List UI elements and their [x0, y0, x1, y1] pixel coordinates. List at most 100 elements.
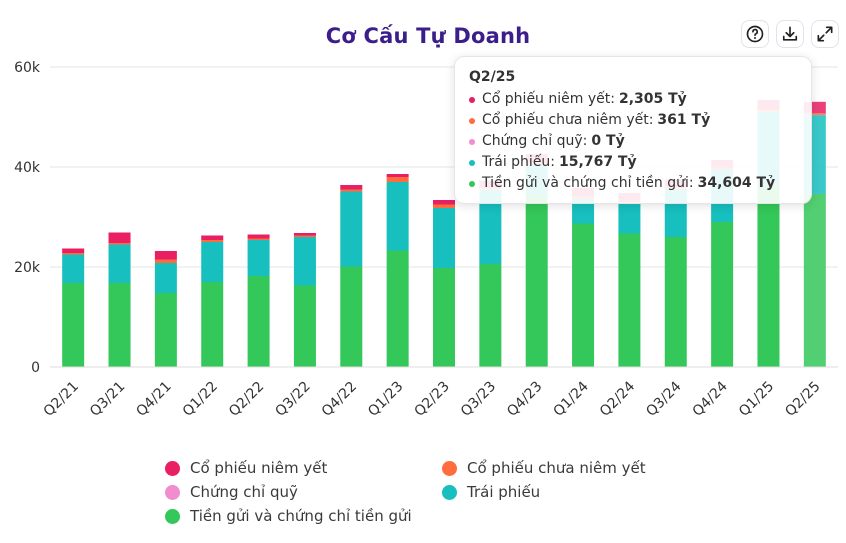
tooltip-dot-listed-stocks: [469, 96, 475, 103]
bar-segment-unlisted_stocks[interactable]: [247, 238, 270, 241]
bar-segment-deposits[interactable]: [803, 193, 826, 367]
bar-segment-bonds[interactable]: [293, 237, 316, 286]
bar-segment-unlisted_stocks[interactable]: [293, 235, 316, 238]
bar-segment-bonds[interactable]: [433, 208, 455, 268]
tooltip-dot-bonds: [469, 159, 475, 166]
bar-segment-listed_stocks[interactable]: [62, 248, 85, 254]
tooltip: Q2/25 Cổ phiếu niêm yết: 2,305 Tỷ Cổ phi…: [454, 56, 812, 204]
bar-segment-listed_stocks[interactable]: [154, 251, 177, 260]
bar-segment-deposits[interactable]: [664, 237, 687, 367]
legend-item-fund-certificates[interactable]: Chứng chỉ quỹ: [165, 483, 298, 501]
legend-swatch-deposits: [165, 508, 180, 524]
bar-segment-unlisted_stocks[interactable]: [62, 253, 85, 255]
chart-title: Cơ Cấu Tự Doanh: [325, 24, 531, 48]
bar-segment-unlisted_stocks[interactable]: [108, 243, 131, 245]
legend-item-deposits[interactable]: Tiền gửi và chứng chỉ tiền gửi: [165, 507, 412, 525]
bar-segment-deposits[interactable]: [711, 222, 734, 367]
x-tick-label: Q4/21: [133, 379, 174, 420]
bar-segment-deposits[interactable]: [154, 293, 177, 367]
tooltip-label: Tiền gửi và chứng chỉ tiền gửi:: [482, 175, 694, 191]
bar-segment-unlisted_stocks[interactable]: [386, 177, 409, 182]
download-button[interactable]: [776, 20, 804, 48]
legend-item-listed-stocks[interactable]: Cổ phiếu niêm yết: [165, 459, 327, 477]
legend-label-fund-certificates: Chứng chỉ quỹ: [190, 483, 298, 501]
tooltip-dot-deposits: [469, 180, 475, 187]
legend-swatch-fund-certificates: [165, 484, 180, 500]
tooltip-row-fund-certificates: Chứng chỉ quỹ: 0 Tỷ: [469, 131, 797, 152]
y-tick-label: 40k: [14, 160, 41, 176]
tooltip-dot-fund-certificates: [469, 138, 475, 145]
bar-segment-deposits[interactable]: [340, 266, 363, 368]
download-icon: [782, 26, 798, 41]
bar-segment-bonds[interactable]: [386, 182, 409, 251]
tooltip-value: 0 Tỷ: [591, 133, 625, 149]
expand-icon: [817, 26, 833, 42]
tooltip-value: 2,305 Tỷ: [618, 91, 687, 107]
bar-segment-unlisted_stocks[interactable]: [201, 240, 224, 242]
bar-segment-bonds[interactable]: [62, 254, 85, 284]
x-tick-label: Q1/23: [365, 379, 406, 420]
bar-segment-listed_stocks[interactable]: [386, 174, 409, 177]
bar-segment-listed_stocks[interactable]: [340, 185, 363, 190]
bar-segment-listed_stocks[interactable]: [803, 101, 826, 114]
bar-segment-deposits[interactable]: [201, 282, 224, 367]
bar-segment-deposits[interactable]: [757, 184, 780, 368]
expand-button[interactable]: [811, 20, 839, 48]
tooltip-dot-unlisted-stocks: [469, 117, 475, 124]
x-tick-label: Q1/24: [551, 378, 592, 419]
tooltip-row-deposits: Tiền gửi và chứng chỉ tiền gửi: 34,604 T…: [469, 173, 797, 194]
tooltip-value: 34,604 Tỷ: [697, 175, 776, 191]
x-tick-label: Q3/22: [272, 379, 313, 420]
bar-segment-deposits[interactable]: [62, 283, 85, 367]
bar-segment-deposits[interactable]: [247, 276, 270, 367]
bar-segment-bonds[interactable]: [572, 198, 595, 224]
bar-segment-listed_stocks[interactable]: [433, 200, 455, 205]
tooltip-label: Cổ phiếu niêm yết:: [482, 91, 615, 107]
x-tick-label: Q4/22: [319, 379, 360, 420]
legend-label-deposits: Tiền gửi và chứng chỉ tiền gửi: [190, 507, 412, 525]
x-tick-label: Q1/25: [736, 379, 777, 420]
help-button[interactable]: [741, 20, 769, 48]
legend-swatch-unlisted-stocks: [442, 460, 457, 476]
bar-segment-listed_stocks[interactable]: [108, 232, 131, 244]
legend-item-bonds[interactable]: Trái phiếu: [442, 483, 540, 501]
tooltip-row-unlisted-stocks: Cổ phiếu chưa niêm yết: 361 Tỷ: [469, 110, 797, 131]
bar-segment-bonds[interactable]: [154, 263, 177, 293]
bar-segment-deposits[interactable]: [525, 194, 548, 368]
y-tick-label: 60k: [14, 60, 41, 76]
bar-segment-bonds[interactable]: [201, 242, 224, 282]
tooltip-row-bonds: Trái phiếu: 15,767 Tỷ: [469, 152, 797, 173]
x-tick-label: Q1/22: [180, 379, 221, 420]
legend-label-unlisted-stocks: Cổ phiếu chưa niêm yết: [467, 459, 646, 477]
help-icon: [746, 25, 764, 43]
bar-segment-listed_stocks[interactable]: [293, 233, 316, 236]
tooltip-value: 15,767 Tỷ: [559, 154, 637, 170]
tooltip-value: 361 Tỷ: [657, 112, 711, 128]
bar-segment-deposits[interactable]: [293, 285, 316, 368]
bar-segment-deposits[interactable]: [386, 250, 409, 368]
x-tick-label: Q2/21: [41, 379, 82, 420]
bar-segment-listed_stocks[interactable]: [247, 234, 270, 239]
bar-segment-listed_stocks[interactable]: [201, 235, 224, 241]
bar-segment-unlisted_stocks[interactable]: [433, 204, 455, 209]
tooltip-title: Q2/25: [469, 69, 516, 85]
bar-segment-unlisted_stocks[interactable]: [340, 189, 363, 192]
bar-segment-deposits[interactable]: [479, 264, 502, 367]
bar-segment-bonds[interactable]: [618, 203, 641, 234]
bar-segment-deposits[interactable]: [572, 223, 595, 368]
bar-segment-deposits[interactable]: [618, 233, 641, 368]
bar-segment-unlisted_stocks[interactable]: [154, 259, 177, 264]
bar-segment-deposits[interactable]: [433, 268, 455, 367]
bar-segment-deposits[interactable]: [108, 283, 131, 367]
tooltip-label: Cổ phiếu chưa niêm yết:: [482, 112, 654, 128]
bar-segment-bonds[interactable]: [340, 191, 363, 267]
bar-segment-unlisted_stocks[interactable]: [803, 113, 826, 116]
x-tick-label: Q2/24: [597, 378, 638, 419]
x-tick-label: Q3/24: [643, 378, 684, 419]
bar-segment-bonds[interactable]: [108, 244, 131, 284]
bar-segment-bonds[interactable]: [247, 240, 270, 276]
bar-segment-bonds[interactable]: [479, 190, 502, 264]
legend-item-unlisted-stocks[interactable]: Cổ phiếu chưa niêm yết: [442, 459, 646, 477]
x-tick-label: Q2/25: [782, 379, 823, 420]
tooltip-label: Trái phiếu:: [482, 154, 556, 170]
